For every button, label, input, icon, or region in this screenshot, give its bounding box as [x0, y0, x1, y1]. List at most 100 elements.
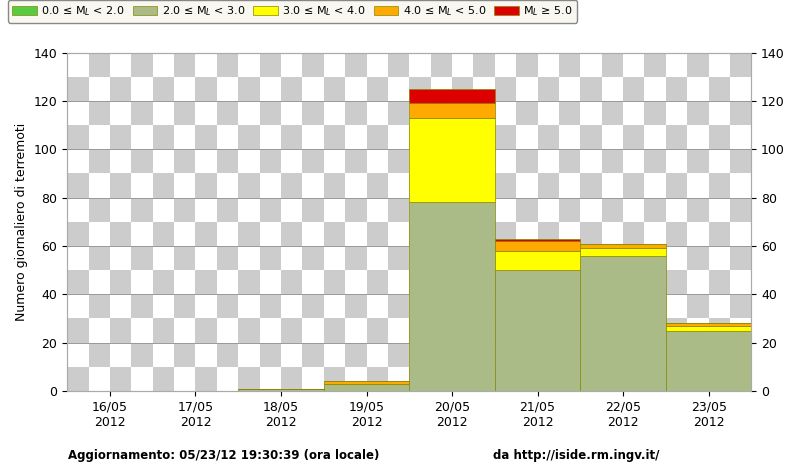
Bar: [538, 28, 559, 53]
Bar: [751, 125, 773, 149]
Bar: [580, 222, 602, 246]
Bar: [366, 343, 388, 367]
Bar: [281, 270, 302, 294]
Bar: [666, 325, 751, 331]
Bar: [474, 125, 495, 149]
Bar: [666, 294, 687, 318]
Bar: [602, 246, 623, 270]
Bar: [474, 149, 495, 173]
Bar: [131, 173, 153, 198]
Bar: [559, 246, 580, 270]
Bar: [324, 367, 345, 391]
Bar: [324, 125, 345, 149]
Bar: [580, 173, 602, 198]
Bar: [302, 77, 324, 101]
Bar: [495, 367, 516, 391]
Bar: [538, 294, 559, 318]
Bar: [131, 270, 153, 294]
Bar: [538, 222, 559, 246]
Bar: [687, 270, 709, 294]
Bar: [751, 246, 773, 270]
Bar: [89, 367, 110, 391]
Bar: [410, 28, 430, 53]
Bar: [687, 198, 709, 222]
Bar: [666, 367, 687, 391]
Bar: [238, 125, 259, 149]
Bar: [559, 367, 580, 391]
Bar: [174, 294, 195, 318]
Bar: [602, 270, 623, 294]
Bar: [345, 198, 366, 222]
Bar: [751, 173, 773, 198]
Bar: [516, 343, 538, 367]
Bar: [495, 149, 516, 173]
Bar: [174, 367, 195, 391]
Bar: [67, 28, 89, 53]
Bar: [345, 246, 366, 270]
Bar: [345, 53, 366, 77]
Bar: [495, 53, 516, 77]
Bar: [195, 222, 217, 246]
Bar: [217, 246, 238, 270]
Bar: [645, 198, 666, 222]
Bar: [623, 246, 645, 270]
Bar: [217, 53, 238, 77]
Bar: [516, 28, 538, 53]
Bar: [366, 101, 388, 125]
Bar: [730, 77, 751, 101]
Bar: [366, 198, 388, 222]
Legend: 0.0 ≤ M$_L$ < 2.0, 2.0 ≤ M$_L$ < 3.0, 3.0 ≤ M$_L$ < 4.0, 4.0 ≤ M$_L$ < 5.0, M$_L: 0.0 ≤ M$_L$ < 2.0, 2.0 ≤ M$_L$ < 3.0, 3.…: [8, 0, 577, 23]
Bar: [730, 294, 751, 318]
Bar: [580, 77, 602, 101]
Bar: [195, 125, 217, 149]
Bar: [730, 149, 751, 173]
Bar: [366, 222, 388, 246]
Bar: [751, 198, 773, 222]
Bar: [324, 77, 345, 101]
Bar: [687, 77, 709, 101]
Bar: [602, 318, 623, 343]
Bar: [430, 198, 452, 222]
Bar: [559, 222, 580, 246]
Bar: [195, 101, 217, 125]
Bar: [623, 149, 645, 173]
Bar: [623, 125, 645, 149]
Bar: [474, 343, 495, 367]
Bar: [495, 222, 516, 246]
Bar: [580, 125, 602, 149]
Bar: [559, 294, 580, 318]
Bar: [174, 53, 195, 77]
Bar: [302, 270, 324, 294]
Bar: [709, 101, 730, 125]
Bar: [131, 367, 153, 391]
Bar: [645, 77, 666, 101]
Bar: [730, 222, 751, 246]
Bar: [452, 77, 474, 101]
Bar: [345, 28, 366, 53]
Bar: [89, 270, 110, 294]
Bar: [474, 318, 495, 343]
Bar: [110, 270, 131, 294]
Bar: [281, 198, 302, 222]
Bar: [495, 270, 516, 294]
Bar: [153, 28, 174, 53]
Bar: [281, 367, 302, 391]
Bar: [238, 28, 259, 53]
Text: da http://iside.rm.ingv.it/: da http://iside.rm.ingv.it/: [493, 449, 659, 462]
Bar: [580, 244, 666, 248]
Bar: [89, 149, 110, 173]
Bar: [580, 246, 602, 270]
Bar: [110, 77, 131, 101]
Bar: [538, 318, 559, 343]
Bar: [281, 101, 302, 125]
Bar: [666, 222, 687, 246]
Bar: [559, 53, 580, 77]
Bar: [302, 125, 324, 149]
Bar: [645, 318, 666, 343]
Bar: [751, 318, 773, 343]
Bar: [238, 318, 259, 343]
Bar: [623, 294, 645, 318]
Bar: [131, 246, 153, 270]
Bar: [281, 173, 302, 198]
Bar: [410, 270, 430, 294]
